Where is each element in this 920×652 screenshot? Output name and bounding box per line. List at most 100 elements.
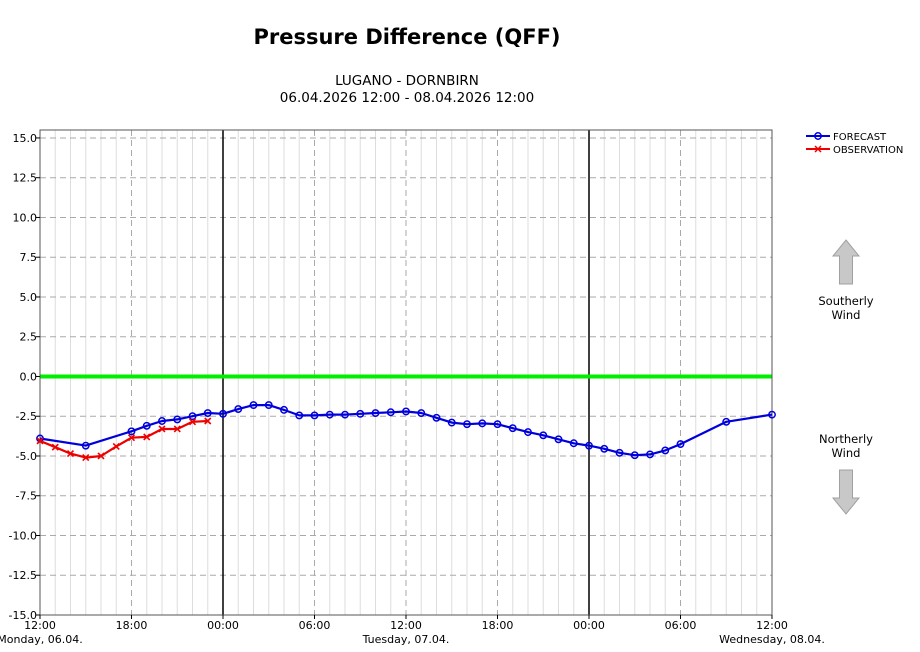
legend-item-observation: OBSERVATION bbox=[806, 145, 903, 156]
y-tick-label: 5.0 bbox=[20, 291, 38, 304]
forecast-data-point bbox=[325, 410, 334, 419]
forecast-data-point bbox=[249, 401, 258, 410]
forecast-data-point bbox=[402, 407, 410, 416]
day-separators bbox=[222, 130, 590, 615]
x-tick-label: 00:00 bbox=[207, 619, 239, 632]
day-label: Wednesday, 08.04. bbox=[719, 633, 825, 646]
y-tick-label: -12.5 bbox=[9, 569, 37, 582]
forecast-data-point bbox=[81, 441, 90, 450]
series-layer bbox=[36, 401, 776, 462]
forecast-data-point bbox=[615, 448, 624, 457]
northerly-wind-indicator: Northerly Wind bbox=[819, 432, 873, 515]
x-tick-label: 12:00 bbox=[390, 619, 422, 632]
forecast-data-point bbox=[264, 401, 273, 410]
forecast-data-point bbox=[524, 428, 532, 437]
forecast-data-point bbox=[600, 444, 609, 453]
x-tick-label: 06:00 bbox=[665, 619, 697, 632]
forecast-data-point bbox=[676, 440, 685, 449]
chart-subtitle-period: 06.04.2026 12:00 - 08.04.2026 12:00 bbox=[280, 90, 534, 106]
forecast-data-point bbox=[219, 409, 227, 418]
forecast-data-point bbox=[463, 420, 471, 429]
x-axis: 12:00 18:00 00:00 06:00 12:00 18:00 00:00 06:00… bbox=[24, 615, 788, 632]
observation-data-point bbox=[51, 443, 59, 451]
forecast-data-point bbox=[158, 417, 166, 425]
legend-observation-marker bbox=[814, 145, 822, 153]
day-label: Monday, 06.04. bbox=[0, 633, 83, 646]
y-tick-label: -7.5 bbox=[16, 490, 37, 503]
arrow-down-icon bbox=[831, 469, 861, 515]
y-axis: 15.0 12.5 10.0 7.5 5.0 2.5 0.0 -2.5 -5.0 -7.5 -10.… bbox=[9, 132, 40, 622]
legend-observation-label: OBSERVATION bbox=[833, 145, 903, 156]
observation-data-point bbox=[143, 433, 151, 441]
forecast-data-point bbox=[417, 409, 426, 417]
forecast-data-point bbox=[432, 413, 441, 422]
forecast-data-point bbox=[585, 441, 593, 450]
forecast-data-point bbox=[356, 409, 365, 418]
legend-forecast-marker bbox=[814, 132, 822, 140]
x-tick-label: 12:00 bbox=[24, 619, 56, 632]
x-tick-label: 12:00 bbox=[756, 619, 788, 632]
forecast-data-point bbox=[508, 424, 517, 433]
observation-data-point bbox=[112, 442, 120, 451]
northerly-label-line2: Wind bbox=[832, 446, 861, 460]
forecast-data-point bbox=[341, 410, 349, 419]
forecast-data-point bbox=[310, 411, 319, 420]
forecast-data-point bbox=[203, 409, 212, 417]
forecast-data-point bbox=[630, 451, 639, 460]
series-forecast bbox=[36, 401, 776, 460]
forecast-data-point bbox=[280, 405, 288, 414]
x-tick-label: 00:00 bbox=[573, 619, 605, 632]
observation-data-point bbox=[36, 437, 44, 445]
forecast-data-point bbox=[234, 405, 243, 414]
y-tick-label: 15.0 bbox=[13, 132, 38, 145]
y-tick-label: -2.5 bbox=[16, 410, 37, 423]
major-grid bbox=[39, 130, 773, 616]
southerly-label-line2: Wind bbox=[832, 308, 861, 322]
y-tick-label: 12.5 bbox=[13, 172, 38, 185]
series-forecast-line bbox=[39, 404, 773, 457]
y-tick-label: 2.5 bbox=[20, 331, 38, 344]
observation-data-point bbox=[66, 450, 75, 458]
x-tick-label: 18:00 bbox=[482, 619, 514, 632]
forecast-data-point bbox=[646, 450, 654, 459]
y-tick-label: -10.0 bbox=[9, 529, 37, 542]
forecast-data-point bbox=[478, 419, 487, 428]
forecast-data-point bbox=[386, 408, 395, 417]
observation-data-point bbox=[82, 454, 90, 462]
y-tick-label: 10.0 bbox=[13, 211, 38, 224]
day-label: Tuesday, 07.04. bbox=[362, 633, 450, 646]
observation-data-point bbox=[158, 425, 166, 433]
arrow-up-icon bbox=[831, 239, 861, 285]
x-tick-label: 06:00 bbox=[299, 619, 331, 632]
y-tick-label: 7.5 bbox=[20, 251, 38, 264]
y-tick-label: 0.0 bbox=[20, 370, 38, 383]
northerly-label-line1: Northerly bbox=[819, 432, 873, 446]
chart-title: Pressure Difference (QFF) bbox=[253, 25, 560, 49]
forecast-data-point bbox=[142, 421, 151, 430]
observation-data-point bbox=[127, 434, 136, 442]
series-observation-line bbox=[39, 419, 208, 459]
forecast-data-point bbox=[768, 410, 776, 419]
x-tick-label: 18:00 bbox=[116, 619, 148, 632]
chart-subtitle-stations: LUGANO - DORNBIRN bbox=[335, 73, 479, 89]
observation-data-point bbox=[173, 425, 181, 433]
forecast-data-point bbox=[493, 420, 502, 429]
forecast-data-point bbox=[295, 411, 304, 420]
legend-item-forecast: FORECAST bbox=[806, 132, 887, 143]
observation-data-point bbox=[97, 452, 105, 460]
forecast-data-point bbox=[127, 427, 136, 436]
forecast-data-point bbox=[188, 412, 197, 421]
observation-data-point bbox=[188, 418, 197, 426]
forecast-data-point bbox=[661, 446, 670, 455]
forecast-data-point bbox=[569, 439, 578, 448]
forecast-data-point bbox=[539, 431, 548, 440]
southerly-wind-indicator: Southerly Wind bbox=[818, 239, 874, 322]
forecast-data-point bbox=[722, 417, 731, 426]
y-tick-label: -15.0 bbox=[9, 609, 37, 622]
legend-forecast-label: FORECAST bbox=[833, 132, 887, 143]
legend: FORECAST OBSERVATION bbox=[806, 132, 903, 156]
forecast-data-point bbox=[447, 418, 456, 427]
forecast-data-point bbox=[554, 435, 563, 444]
forecast-data-point bbox=[173, 415, 182, 424]
